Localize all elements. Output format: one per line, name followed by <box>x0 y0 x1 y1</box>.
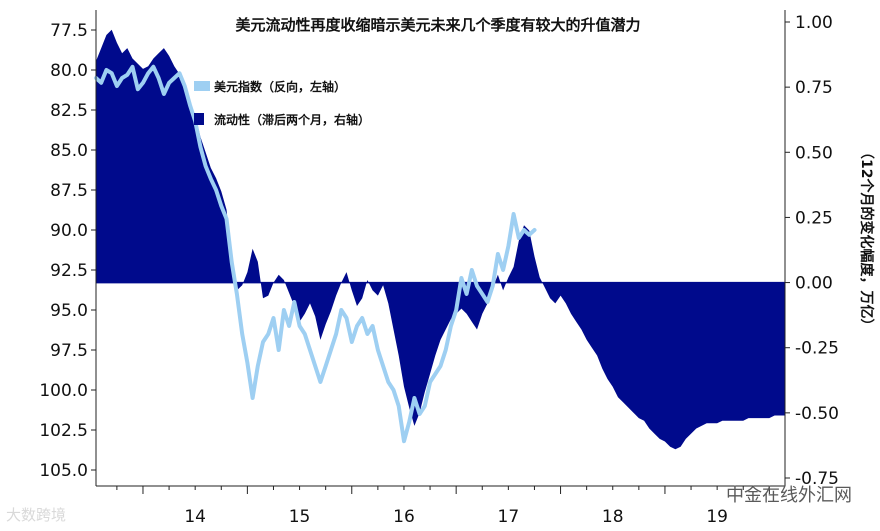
left-tick-label: 85.0 <box>50 141 88 161</box>
x-tick-label: 14 <box>184 507 206 527</box>
right-axis-title: （12个月的变化幅度，万亿） <box>858 145 875 332</box>
right-tick-label: -0.75 <box>795 469 839 489</box>
x-tick-label: 16 <box>393 507 415 527</box>
legend-swatch-usd <box>194 81 210 91</box>
axes-layer <box>91 10 790 494</box>
x-tick-label: 17 <box>498 507 520 527</box>
usd-index-line-layer <box>94 64 537 444</box>
right-tick-label: 0.50 <box>795 143 833 163</box>
liquidity-area-layer <box>96 29 785 450</box>
right-tick-label: 0.00 <box>795 274 833 294</box>
left-tick-label: 95.0 <box>50 301 88 321</box>
legend-label-usd: 美元指数（反向，左轴） <box>214 79 346 94</box>
right-tick-label: -0.50 <box>795 404 839 424</box>
x-axis-tick-labels: 14 15 16 17 18 19 <box>184 507 728 527</box>
left-tick-label: 77.5 <box>50 21 88 41</box>
watermark-right: 中金在线外汇网 <box>726 485 852 506</box>
right-axis-tick-labels: 1.00 0.75 0.50 0.25 0.00 -0.25 -0.50 -0.75 <box>795 13 839 489</box>
left-tick-label: 87.5 <box>50 181 88 201</box>
left-tick-label: 105.0 <box>39 461 88 481</box>
left-tick-label: 97.5 <box>50 341 88 361</box>
x-tick-label: 15 <box>289 507 311 527</box>
left-tick-label: 82.5 <box>50 101 88 121</box>
right-tick-label: -0.25 <box>795 339 839 359</box>
usd-index-line <box>94 64 537 444</box>
legend: 美元指数（反向，左轴） 流动性（滞后两个月，右轴） <box>194 79 370 127</box>
right-tick-label: 0.75 <box>795 78 833 98</box>
legend-label-liquidity: 流动性（滞后两个月，右轴） <box>214 112 370 127</box>
right-tick-label: 0.25 <box>795 208 833 228</box>
x-tick-label: 19 <box>706 507 728 527</box>
right-tick-label: 1.00 <box>795 13 833 33</box>
left-tick-label: 102.5 <box>39 421 88 441</box>
left-tick-label: 92.5 <box>50 261 88 281</box>
left-tick-label: 90.0 <box>50 221 88 241</box>
liquidity-area <box>96 29 785 450</box>
watermark-left: 大数跨境 <box>6 506 67 524</box>
legend-swatch-liquidity <box>194 113 204 125</box>
left-tick-label: 100.0 <box>39 381 88 401</box>
left-tick-label: 80.0 <box>50 61 88 81</box>
x-tick-label: 18 <box>602 507 624 527</box>
chart-title: 美元流动性再度收缩暗示美元未来几个季度有较大的升值潜力 <box>235 16 640 34</box>
left-axis-tick-labels: 77.5 80.0 82.5 85.0 87.5 90.0 92.5 95.0 97.5 100.… <box>39 21 88 481</box>
